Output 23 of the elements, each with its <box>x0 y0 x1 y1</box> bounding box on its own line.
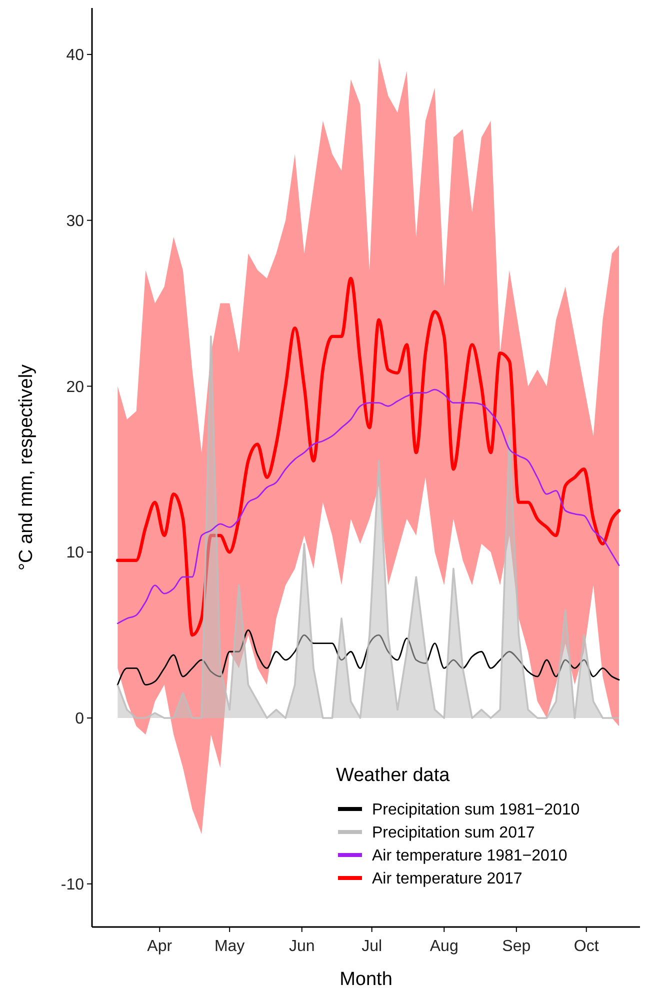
legend-label: Precipitation sum 2017 <box>372 824 535 842</box>
x-tick-label: Oct <box>574 938 600 955</box>
y-tick-label: 20 <box>66 378 84 396</box>
line-series <box>116 629 620 686</box>
x-tick-label: Jun <box>288 938 315 955</box>
y-tick-label: 30 <box>66 212 84 230</box>
y-tick-label: 10 <box>66 544 84 562</box>
x-tick-label: Sep <box>502 938 531 955</box>
line-series <box>116 276 621 637</box>
legend-label: Air temperature 1981−2010 <box>372 848 568 865</box>
line-series <box>116 388 620 624</box>
x-tick-label: Jul <box>362 938 382 955</box>
x-tick-label: May <box>214 938 245 955</box>
x-tick-label: Aug <box>430 938 458 955</box>
x-tick-label: Apr <box>147 938 173 955</box>
y-tick-label: 40 <box>66 47 84 64</box>
legend-label: Air temperature 2017 <box>372 870 522 888</box>
y-tick-label: 0 <box>75 710 84 728</box>
y-tick-label: -10 <box>60 876 84 894</box>
legend-label: Precipitation sum 1981−2010 <box>372 802 580 819</box>
x-axis-title: Month <box>340 969 392 990</box>
y-axis-title: °C and mm, respectively <box>16 364 37 571</box>
legend-title: Weather data <box>336 765 450 786</box>
